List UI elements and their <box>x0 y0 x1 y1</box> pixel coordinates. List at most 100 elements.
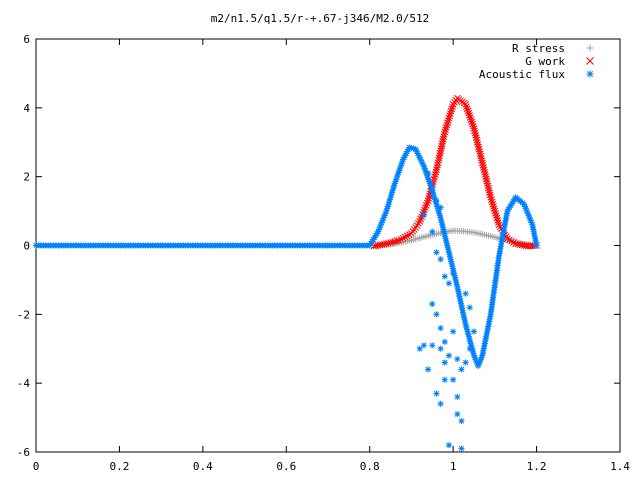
y-tick-label: 4 <box>23 102 30 115</box>
y-tick-label: -4 <box>17 377 31 390</box>
data-point <box>458 418 465 425</box>
y-tick-label: 2 <box>23 171 30 184</box>
x-tick-label: 0.4 <box>193 460 213 473</box>
data-point <box>466 304 473 311</box>
legend-label-acoustic-flux: Acoustic flux <box>479 68 565 81</box>
data-point <box>491 207 499 215</box>
data-point <box>393 237 401 245</box>
legend-label-g-work: G work <box>525 55 565 68</box>
data-point <box>443 121 451 129</box>
series-acoustic-flux <box>33 144 540 452</box>
legend-marker-acoustic-flux <box>586 70 594 78</box>
data-point <box>416 345 423 352</box>
x-tick-label: 1 <box>450 460 457 473</box>
data-point <box>383 240 390 248</box>
data-point <box>469 122 477 130</box>
legend-marker-g-work <box>586 57 594 65</box>
data-point <box>441 338 448 345</box>
data-point <box>441 273 448 280</box>
data-point <box>420 342 427 349</box>
data-point <box>466 345 473 352</box>
legend-label-r-stress: R stress <box>512 42 565 55</box>
data-point <box>380 240 388 248</box>
data-point <box>391 238 399 245</box>
data-point <box>399 234 407 242</box>
data-point <box>462 359 469 366</box>
legend: R stress G work Acoustic flux <box>479 42 594 81</box>
data-point <box>420 211 427 218</box>
data-point <box>494 219 502 226</box>
data-point <box>429 228 436 235</box>
data-point <box>465 109 473 117</box>
data-point <box>462 290 469 297</box>
data-point <box>494 216 501 224</box>
legend-markers <box>586 44 594 78</box>
y-tick-label: -6 <box>17 446 30 459</box>
data-point <box>442 123 450 131</box>
data-point <box>437 345 444 352</box>
y-tick-label: 0 <box>23 240 30 253</box>
data-point <box>458 366 465 373</box>
data-point <box>492 210 499 217</box>
data-point <box>417 215 425 223</box>
data-point <box>433 249 440 256</box>
data-point <box>431 173 438 181</box>
data-point <box>454 356 461 363</box>
chart-title: m2/n1.5/q1.5/r-+.67-j346/M2.0/512 <box>211 12 430 25</box>
data-point <box>444 119 451 127</box>
data-point <box>450 270 457 277</box>
data-point <box>441 128 449 136</box>
data-point <box>433 390 440 397</box>
y-axis: 6 4 2 0 -2 -4 -6 <box>17 33 620 459</box>
data-point <box>433 311 440 318</box>
x-tick-label: 0.6 <box>276 460 296 473</box>
x-axis: 0 0.2 0.4 0.6 0.8 1 1.2 1.4 <box>33 39 630 473</box>
data-point <box>466 111 473 119</box>
data-point <box>463 103 470 110</box>
data-point <box>450 328 457 335</box>
data-point <box>492 212 500 220</box>
data-point <box>429 183 436 190</box>
data-point <box>401 233 409 241</box>
data-point <box>403 232 411 240</box>
data-point <box>425 366 432 373</box>
data-point <box>489 200 497 208</box>
data-point <box>445 280 452 287</box>
data-point <box>446 112 454 120</box>
data-point <box>488 198 496 206</box>
data-point <box>389 238 397 246</box>
data-point <box>445 114 453 122</box>
data-point <box>493 214 501 222</box>
data-point <box>445 442 452 449</box>
x-tick-label: 0 <box>33 460 40 473</box>
x-tick-label: 0.2 <box>109 460 129 473</box>
data-point <box>425 195 433 202</box>
data-point <box>487 193 495 201</box>
data-point <box>441 359 448 366</box>
data-point <box>425 170 432 177</box>
data-point <box>490 205 498 213</box>
data-point <box>397 235 405 243</box>
data-point <box>454 393 461 400</box>
data-point <box>387 239 394 246</box>
data-point <box>490 203 497 210</box>
data-point <box>449 103 456 111</box>
x-tick-label: 1.2 <box>527 460 547 473</box>
data-point <box>442 233 449 240</box>
data-point <box>424 197 432 205</box>
data-point <box>429 342 436 349</box>
data-point <box>533 242 540 249</box>
data-point <box>469 120 476 128</box>
data-point <box>445 352 452 359</box>
data-point <box>437 256 444 263</box>
data-point <box>467 116 475 124</box>
data-point <box>442 126 449 133</box>
data-point <box>448 105 456 113</box>
data-point <box>471 328 477 335</box>
data-point <box>433 197 440 204</box>
data-point <box>437 400 444 407</box>
legend-marker-r-stress <box>586 44 594 52</box>
data-point <box>437 204 444 211</box>
data-point <box>416 218 424 225</box>
data-point <box>447 107 455 115</box>
